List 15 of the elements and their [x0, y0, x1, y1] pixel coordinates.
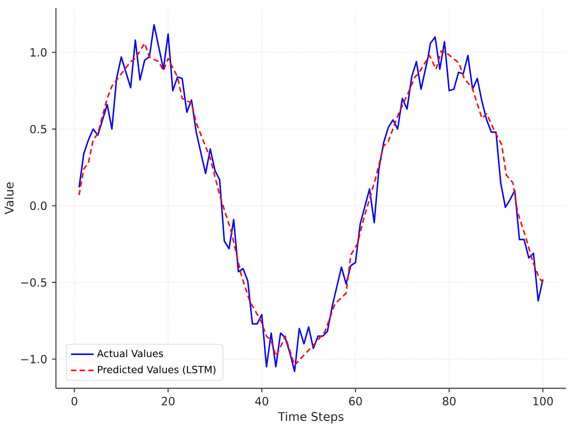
y-tick-label: 0.0 — [30, 202, 47, 210]
x-tick-label: 100 — [533, 397, 553, 406]
x-tick-label: 60 — [349, 397, 362, 406]
y-tick-label: −1.0 — [21, 355, 47, 364]
x-tick-label: 20 — [162, 397, 175, 406]
y-axis-title: Value — [4, 182, 14, 214]
x-tick-label: 0 — [72, 397, 78, 406]
y-tick-label: 1.0 — [30, 48, 47, 57]
x-axis-title: Time Steps — [278, 412, 344, 424]
legend-label: Actual Values — [97, 350, 164, 358]
x-tick-label: 40 — [255, 397, 268, 406]
y-tick-label: 0.5 — [30, 124, 46, 134]
x-tick-label: 80 — [442, 397, 456, 406]
legend-label: Predicted Values (LSTM) — [98, 366, 216, 375]
y-tick-label: −0.5 — [21, 278, 46, 287]
